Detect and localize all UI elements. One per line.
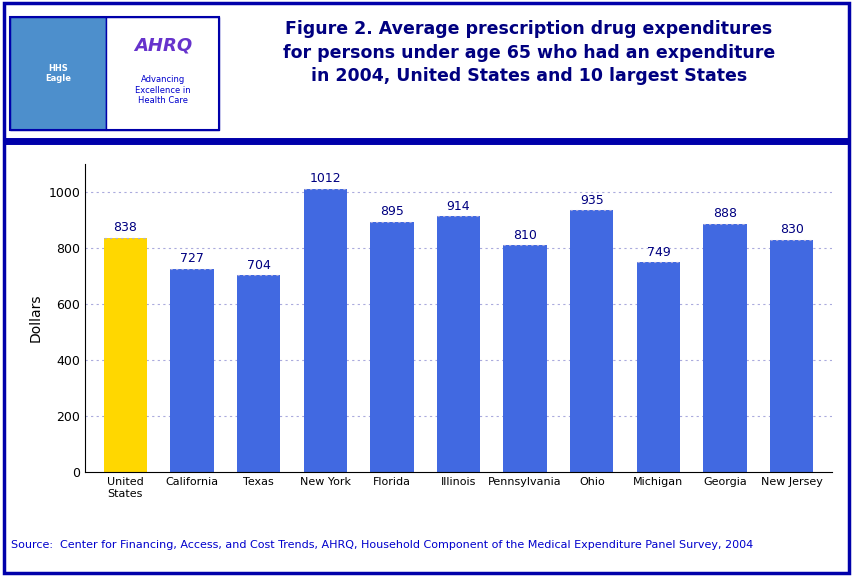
Bar xyxy=(703,223,746,472)
Text: 727: 727 xyxy=(180,252,204,266)
Bar xyxy=(636,263,679,472)
Bar xyxy=(370,222,413,472)
Text: 749: 749 xyxy=(646,246,670,259)
Text: 895: 895 xyxy=(379,205,403,218)
Text: 888: 888 xyxy=(712,207,736,220)
Bar xyxy=(237,275,280,472)
Text: 704: 704 xyxy=(246,259,270,272)
Text: 838: 838 xyxy=(113,221,137,234)
Text: Figure 2. Average prescription drug expenditures
for persons under age 65 who ha: Figure 2. Average prescription drug expe… xyxy=(282,20,774,85)
Bar xyxy=(569,210,613,472)
Text: 810: 810 xyxy=(513,229,537,242)
Bar xyxy=(503,245,546,472)
Text: 830: 830 xyxy=(779,223,803,236)
Bar xyxy=(769,240,813,472)
Text: Source:  Center for Financing, Access, and Cost Trends, AHRQ, Household Componen: Source: Center for Financing, Access, an… xyxy=(11,540,752,550)
Text: AHRQ: AHRQ xyxy=(134,36,192,54)
Text: 914: 914 xyxy=(446,200,469,213)
Bar xyxy=(303,189,347,472)
Text: 935: 935 xyxy=(579,194,603,207)
Bar xyxy=(436,216,480,472)
Text: 1012: 1012 xyxy=(309,172,341,185)
Y-axis label: Dollars: Dollars xyxy=(29,294,43,343)
Bar xyxy=(103,237,147,472)
Bar xyxy=(170,268,213,472)
Text: HHS
Eagle: HHS Eagle xyxy=(45,64,72,83)
Text: Advancing
Excellence in
Health Care: Advancing Excellence in Health Care xyxy=(135,75,190,105)
